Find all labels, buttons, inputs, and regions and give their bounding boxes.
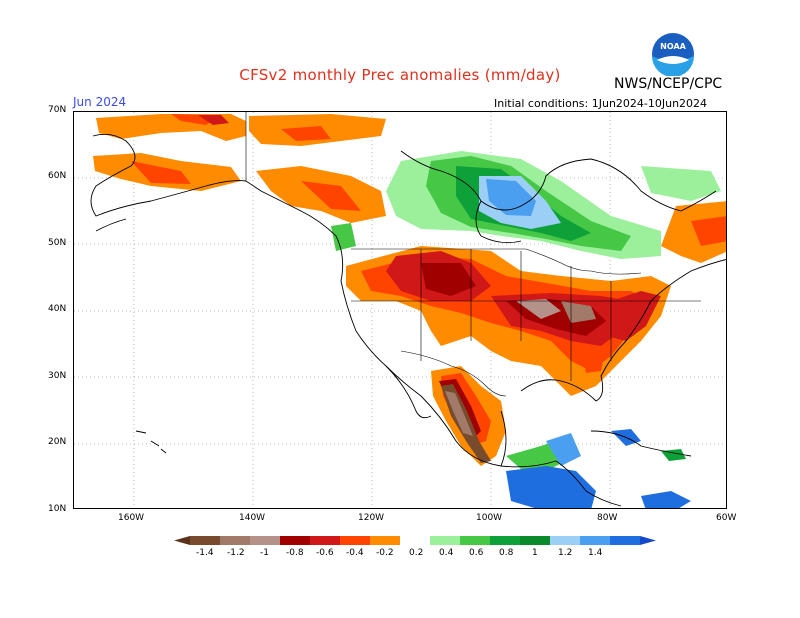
lat-label-70n: 70N <box>48 105 67 115</box>
colorbar-label: 1 <box>532 548 538 558</box>
lon-label-120w: 120W <box>358 513 385 523</box>
colorbar-label: 1.2 <box>558 548 573 558</box>
lon-label-160w: 160W <box>118 513 145 523</box>
lon-label-100w: 100W <box>476 513 503 523</box>
colorbar-high-arrow <box>640 536 656 545</box>
colorbar-label: -0.8 <box>286 548 304 558</box>
colorbar-label: -0.4 <box>346 548 364 558</box>
lon-label-140w: 140W <box>239 513 266 523</box>
lat-label-40n: 40N <box>48 304 67 314</box>
colorbar-label: -0.6 <box>316 548 334 558</box>
lat-label-30n: 30N <box>48 371 67 381</box>
colorbar-segment <box>340 536 370 545</box>
colorbar-segment <box>490 536 520 545</box>
colorbar-segment <box>430 536 460 545</box>
lat-label-20n: 20N <box>48 437 67 447</box>
colorbar-segment <box>460 536 490 545</box>
political-borders <box>245 112 701 397</box>
agency-label: NWS/NCEP/CPC <box>614 76 723 92</box>
colorbar-label: 0.6 <box>469 548 484 558</box>
colorbar-segment <box>400 536 430 545</box>
lat-label-60n: 60N <box>48 171 67 181</box>
colorbar-label: 0.8 <box>499 548 514 558</box>
anomaly-map <box>73 111 727 509</box>
colorbar-segment <box>250 536 280 545</box>
noaa-logo: NOAA <box>652 33 694 76</box>
lon-label-60w: 60W <box>716 513 737 523</box>
colorbar-label: 0.2 <box>409 548 424 558</box>
forecast-month: Jun 2024 <box>73 95 127 109</box>
lat-label-10n: 10N <box>48 504 67 514</box>
colorbar-segment <box>190 536 220 545</box>
wet-anomaly-central-america <box>506 429 691 508</box>
colorbar-segment <box>610 536 640 545</box>
colorbar-low-arrow <box>174 536 190 545</box>
map-title: CFSv2 monthly Prec anomalies (mm/day) <box>239 66 561 84</box>
colorbar-segment <box>580 536 610 545</box>
colorbar-segment <box>220 536 250 545</box>
coastlines <box>90 133 726 507</box>
colorbar-segment <box>520 536 550 545</box>
dry-anomaly-north <box>93 114 726 263</box>
svg-text:NOAA: NOAA <box>660 42 686 51</box>
lon-label-80w: 80W <box>597 513 618 523</box>
colorbar-label: 1.4 <box>588 548 603 558</box>
initial-conditions: Initial conditions: 1Jun2024-10Jun2024 <box>494 97 708 110</box>
colorbar-segment <box>280 536 310 545</box>
colorbar-label: -1.4 <box>196 548 214 558</box>
colorbar-segment <box>310 536 340 545</box>
dry-anomaly-mexico <box>431 366 506 466</box>
colorbar-segment <box>370 536 400 545</box>
colorbar-segment <box>550 536 580 545</box>
colorbar-label: -1.2 <box>227 548 245 558</box>
colorbar-label: -0.2 <box>376 548 394 558</box>
colorbar-label: -1 <box>260 548 269 558</box>
lat-label-50n: 50N <box>48 238 67 248</box>
colorbar-label: 0.4 <box>439 548 454 558</box>
dry-anomaly-us <box>346 246 671 396</box>
